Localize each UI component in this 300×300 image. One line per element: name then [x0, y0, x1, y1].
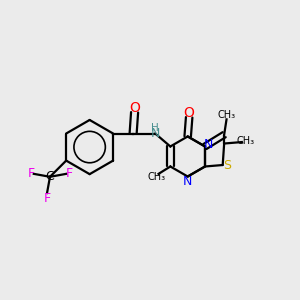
Text: N: N: [151, 127, 160, 140]
Text: N: N: [204, 138, 213, 151]
Text: F: F: [27, 167, 34, 180]
Text: O: O: [184, 106, 195, 120]
Text: C: C: [46, 170, 54, 183]
Text: F: F: [44, 192, 51, 205]
Text: F: F: [66, 167, 73, 180]
Text: H: H: [151, 123, 159, 133]
Text: S: S: [223, 158, 231, 172]
Text: CH₃: CH₃: [218, 110, 236, 120]
Text: N: N: [183, 175, 192, 188]
Text: CH₃: CH₃: [237, 136, 255, 146]
Text: CH₃: CH₃: [147, 172, 165, 182]
Text: O: O: [129, 101, 140, 115]
